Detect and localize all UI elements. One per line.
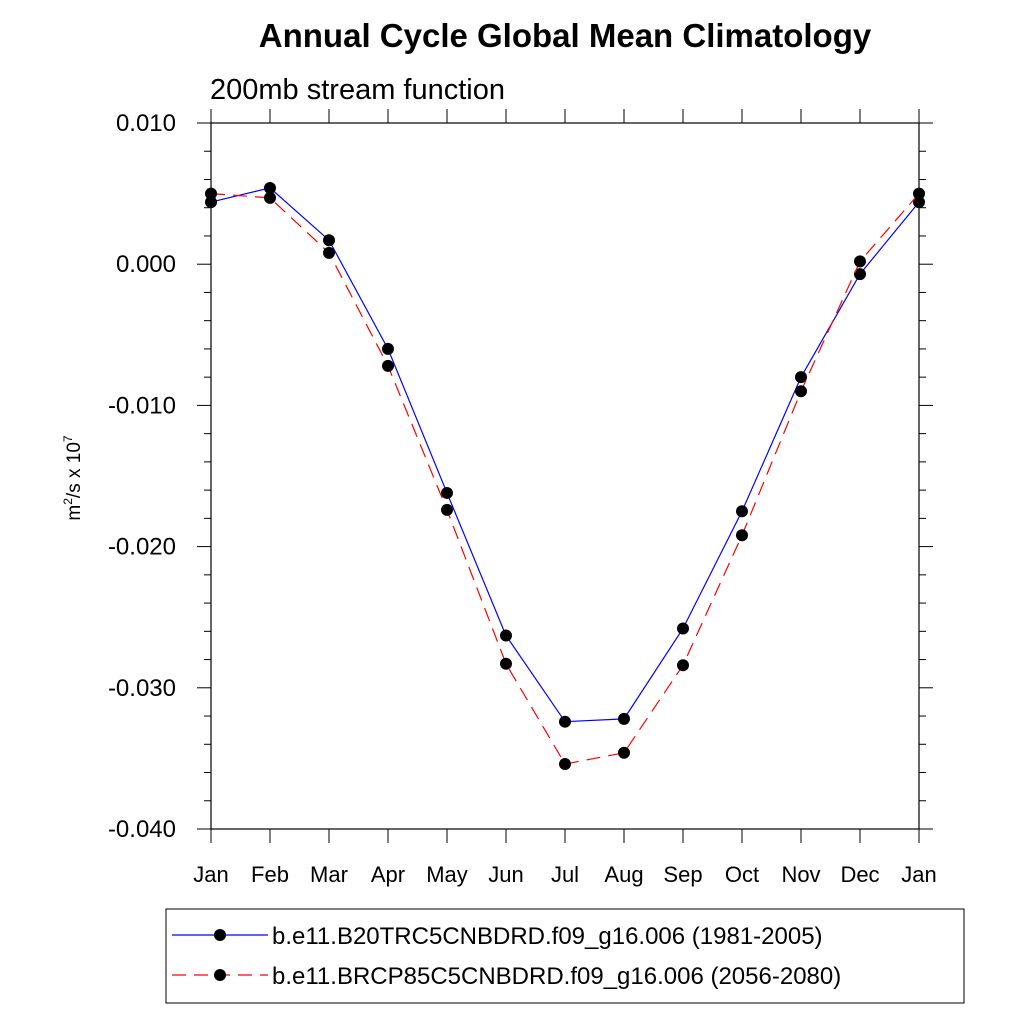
series-2 <box>205 187 925 771</box>
data-point <box>559 715 571 728</box>
x-tick-label: Jan <box>193 862 228 887</box>
y-axis-ticks: 0.010 0.000 -0.010 -0.020 -0.030 -0.040 <box>108 110 933 843</box>
legend-swatch-marker <box>214 969 226 981</box>
y-tick-label: -0.030 <box>108 675 176 702</box>
x-tick-label: Feb <box>251 862 289 887</box>
data-point <box>736 505 748 518</box>
x-tick-label: Jun <box>488 862 523 887</box>
series-line <box>210 193 920 765</box>
y-tick-label: 0.010 <box>116 110 176 137</box>
data-point <box>382 342 394 355</box>
data-point <box>736 529 748 542</box>
y-tick-label: -0.010 <box>108 392 176 419</box>
data-point <box>264 191 276 204</box>
y-axis-label: m2/s x 107 <box>61 435 85 521</box>
data-point <box>205 196 217 209</box>
data-point <box>618 712 630 725</box>
data-point <box>500 629 512 642</box>
y-tick-label: 0.000 <box>116 251 176 278</box>
y-tick-label: -0.040 <box>108 816 176 843</box>
data-point <box>264 181 276 194</box>
x-tick-label: Mar <box>310 862 348 887</box>
chart-title: Annual Cycle Global Mean Climatology <box>259 17 872 54</box>
data-point <box>854 268 866 281</box>
x-axis-ticks: Jan Feb Mar Apr May Jun Jul Aug Sep Oct Nov Dec Jan <box>193 109 937 887</box>
data-point <box>500 657 512 670</box>
data-point <box>323 246 335 259</box>
data-point <box>441 503 453 516</box>
data-point <box>795 371 807 384</box>
x-tick-label: Dec <box>840 862 879 887</box>
legend-box <box>165 908 965 1004</box>
data-point <box>795 385 807 398</box>
data-point <box>323 234 335 247</box>
data-point <box>205 187 217 200</box>
legend-label: b.e11.B20TRC5CNBDRD.f09_g16.006 (1981-20… <box>272 923 823 950</box>
x-tick-label: Apr <box>371 862 405 887</box>
legend: b.e11.B20TRC5CNBDRD.f09_g16.006 (1981-20… <box>172 923 841 990</box>
data-point <box>618 746 630 759</box>
x-tick-label: Jan <box>901 862 936 887</box>
y-tick-label: -0.020 <box>108 534 176 561</box>
series-layer <box>205 181 925 771</box>
data-point <box>913 187 925 200</box>
x-tick-label: May <box>426 862 468 887</box>
data-point <box>677 622 689 635</box>
legend-swatch-marker <box>214 929 226 941</box>
data-point <box>677 659 689 672</box>
legend-label: b.e11.BRCP85C5CNBDRD.f09_g16.006 (2056-2… <box>272 963 841 990</box>
data-point <box>382 359 394 372</box>
series-1 <box>205 181 925 728</box>
data-point <box>854 255 866 268</box>
x-tick-label: Sep <box>663 862 702 887</box>
data-point <box>441 486 453 499</box>
series-line <box>210 187 920 723</box>
data-point <box>559 758 571 771</box>
x-tick-label: Oct <box>725 862 759 887</box>
data-point <box>913 196 925 209</box>
x-tick-label: Nov <box>781 862 820 887</box>
x-tick-label: Aug <box>604 862 643 887</box>
x-tick-label: Jul <box>551 862 579 887</box>
chart-subtitle: 200mb stream function <box>210 74 505 106</box>
